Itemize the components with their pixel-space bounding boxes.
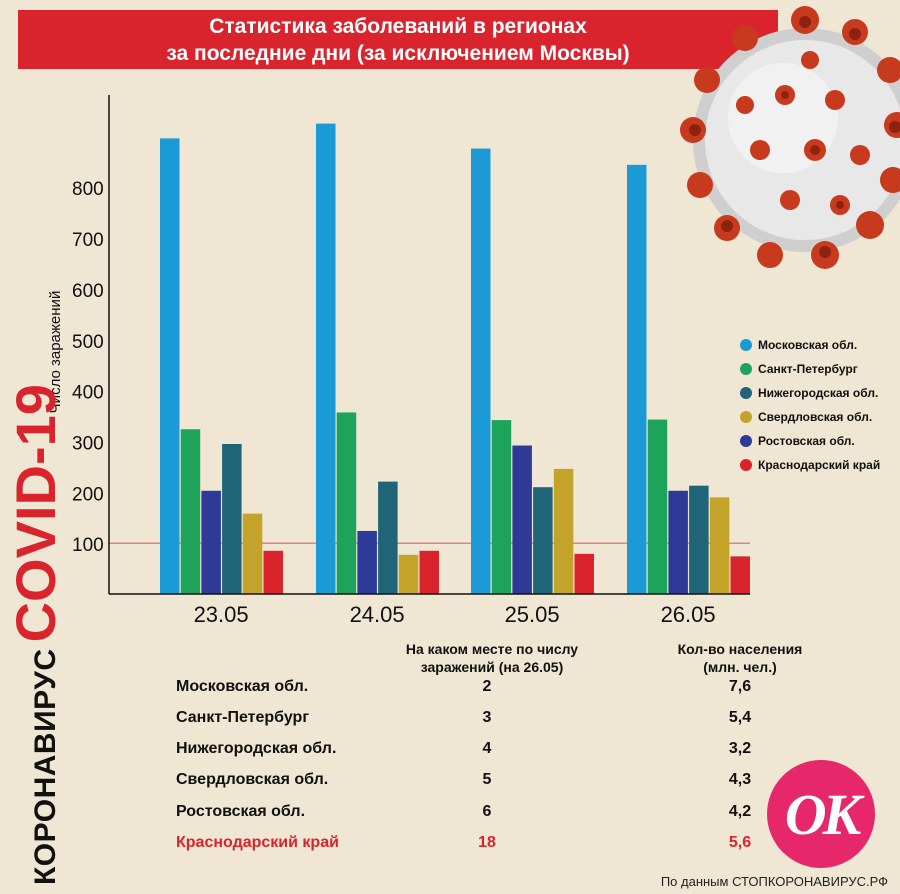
legend-item: Санкт-Петербург	[740, 357, 880, 381]
region-name: Московская обл.	[176, 678, 309, 695]
table-row: Ростовская обл. 6 4,2	[0, 803, 900, 833]
y-axis-label: Число заражений	[47, 291, 64, 414]
legend-label: Московская обл.	[758, 338, 858, 352]
region-population: 5,4	[728, 709, 752, 726]
region-rank: 18	[478, 834, 496, 851]
legend-swatch	[740, 339, 752, 351]
legend-item: Краснодарский край	[740, 453, 880, 477]
table-row: Московская обл. 2 7,6	[0, 678, 900, 708]
place-header-line2: заражений (на 26.05)	[420, 659, 564, 675]
bar-26-05-series-2	[689, 485, 709, 594]
region-population: 4,2	[728, 803, 752, 820]
side-title: КОРОНАВИРУС COVID-19	[4, 384, 67, 885]
legend-item: Нижегородская обл.	[740, 381, 880, 405]
legend-item: Свердловская обл.	[740, 405, 880, 429]
legend-swatch	[740, 411, 752, 423]
table-row: Краснодарский край 18 5,6	[0, 834, 900, 864]
bar-23-05-series-5	[263, 550, 283, 594]
chart-title-line2: за последние дни (за исключением Москвы)	[166, 42, 630, 65]
region-population: 5,6	[728, 834, 752, 851]
place-column-header: На каком месте по числу заражений (на 26…	[392, 640, 592, 676]
side-title-coronavirus: КОРОНАВИРУС	[29, 648, 62, 885]
ok-logo-text: OK	[784, 781, 862, 847]
table-row: Нижегородская обл. 4 3,2	[0, 740, 900, 770]
x-tick-label: 24.05	[350, 602, 405, 627]
bar-23-05-series-4	[201, 490, 221, 594]
bar-25-05-series-1	[491, 420, 512, 594]
bar-25-05-series-5	[574, 553, 594, 594]
x-tick-label: 23.05	[194, 602, 249, 627]
bar-26-05-series-1	[647, 419, 668, 594]
y-tick-label: 300	[72, 433, 104, 454]
chart-title-line1: Статистика заболеваний в регионах	[209, 15, 587, 38]
region-population: 4,3	[728, 771, 752, 788]
bar-24-05-series-1	[336, 412, 357, 594]
region-rank: 3	[482, 709, 492, 726]
source-note: По данным СТОПКОРОНАВИРУС.РФ	[660, 874, 888, 889]
population-header-line1: Кол-во населения	[677, 641, 803, 657]
legend-label: Свердловская обл.	[758, 410, 873, 424]
legend-label: Нижегородская обл.	[758, 386, 879, 400]
y-tick-label: 700	[72, 230, 104, 251]
region-name: Ростовская обл.	[176, 803, 306, 820]
region-rank: 2	[482, 678, 492, 695]
table-row: Свердловская обл. 5 4,3	[0, 771, 900, 801]
bar-26-05-series-5	[730, 556, 750, 594]
region-population: 7,6	[728, 678, 752, 695]
region-population: 3,2	[728, 740, 752, 757]
x-tick-label: 25.05	[505, 602, 560, 627]
bar-24-05-series-2	[378, 481, 398, 594]
legend-label: Ростовская обл.	[758, 434, 855, 448]
region-rank: 5	[482, 771, 492, 788]
table-row: Санкт-Петербург 3 5,4	[0, 709, 900, 739]
title-banner: Статистика заболеваний в регионах за пос…	[18, 10, 778, 69]
bar-23-05-series-1	[180, 429, 201, 594]
coronavirus-illustration	[680, 6, 900, 269]
chart-legend: Московская обл. Санкт-Петербург Нижегородс…	[740, 333, 880, 477]
region-name: Санкт-Петербург	[176, 709, 309, 726]
population-column-header: Кол-во населения (млн. чел.)	[660, 640, 820, 676]
region-rank: 6	[482, 803, 492, 820]
region-name: Свердловская обл.	[176, 771, 329, 788]
bar-25-05-series-0	[471, 148, 491, 594]
y-tick-label: 100	[72, 535, 104, 556]
bar-23-05-series-2	[222, 443, 242, 594]
y-tick-label: 500	[72, 332, 104, 353]
bar-26-05-series-3	[709, 497, 730, 594]
legend-swatch	[740, 363, 752, 375]
legend-label: Краснодарский край	[758, 458, 881, 472]
y-tick-label: 400	[72, 383, 104, 404]
bar-24-05-series-5	[419, 550, 439, 594]
y-tick-label: 800	[72, 179, 104, 200]
bar-23-05-series-3	[242, 513, 263, 594]
bar-24-05-series-3	[398, 554, 419, 594]
bar-25-05-series-3	[553, 468, 574, 594]
population-header-line2: (млн. чел.)	[703, 659, 777, 675]
y-tick-label: 600	[72, 281, 104, 302]
y-tick-label: 200	[72, 484, 104, 505]
bar-26-05-series-4	[668, 490, 688, 594]
place-header-line1: На каком месте по числу	[405, 641, 579, 657]
bar-25-05-series-2	[533, 487, 553, 594]
legend-item: Ростовская обл.	[740, 429, 880, 453]
side-title-covid: COVID-19	[4, 384, 67, 643]
bar-23-05-series-0	[160, 138, 180, 594]
region-rank: 4	[482, 740, 492, 757]
legend-swatch	[740, 387, 752, 399]
legend-swatch	[740, 435, 752, 447]
bar-24-05-series-0	[316, 123, 336, 594]
bar-25-05-series-4	[512, 445, 532, 594]
region-name: Нижегородская обл.	[176, 740, 337, 757]
x-tick-label: 26.05	[661, 602, 716, 627]
ok-logo: OK	[767, 760, 875, 868]
bar-24-05-series-4	[357, 530, 377, 594]
legend-swatch	[740, 459, 752, 471]
region-name: Краснодарский край	[176, 834, 339, 851]
legend-label: Санкт-Петербург	[758, 362, 858, 376]
bar-26-05-series-0	[627, 164, 647, 595]
legend-item: Московская обл.	[740, 333, 880, 357]
